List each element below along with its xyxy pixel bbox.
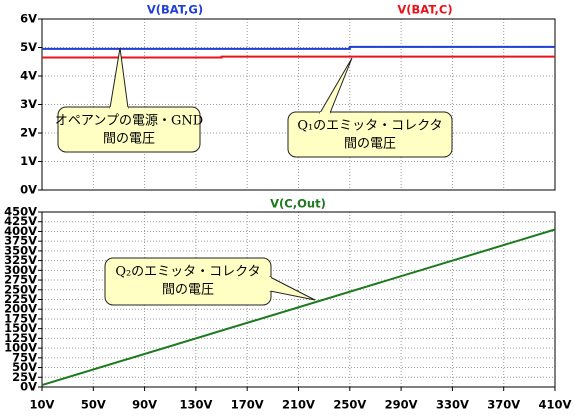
x-tick-label: 410V <box>539 398 572 412</box>
x-tick-label: 330V <box>436 398 469 412</box>
y-tick-label: 225V <box>4 292 37 306</box>
x-tick-label: 290V <box>385 398 418 412</box>
legend-entry: V(BAT,G) <box>147 3 203 17</box>
series-line <box>42 45 555 50</box>
y-tick-label: 375V <box>4 234 37 248</box>
y-tick-label: 400V <box>4 224 37 238</box>
x-tick-label: 130V <box>179 398 212 412</box>
annotation-text: Q₁のエミッタ・コレクタ <box>297 119 442 134</box>
y-tick-label: 450V <box>4 205 37 219</box>
y-tick-label: 100V <box>4 341 37 355</box>
y-tick-label: 4V <box>20 69 37 83</box>
annotation-text: オペアンプの電源・GND <box>55 114 203 129</box>
y-tick-label: 175V <box>4 311 37 325</box>
y-tick-label: 275V <box>4 273 37 287</box>
y-tick-label: 0V <box>20 380 37 394</box>
y-tick-label: 425V <box>4 214 37 228</box>
x-tick-label: 50V <box>81 398 106 412</box>
y-tick-label: 300V <box>4 263 37 277</box>
series-line <box>41 228 556 387</box>
x-tick-label: 90V <box>132 398 157 412</box>
y-tick-label: 200V <box>4 302 37 316</box>
y-tick-label: 6V <box>20 12 37 26</box>
y-tick-label: 2V <box>20 126 37 140</box>
x-tick-label: 250V <box>333 398 366 412</box>
y-tick-label: 75V <box>12 350 37 364</box>
y-tick-label: 3V <box>20 97 37 111</box>
y-tick-label: 125V <box>4 331 37 345</box>
y-tick-label: 250V <box>4 282 37 296</box>
y-tick-label: 0V <box>20 183 37 197</box>
y-tick-label: 50V <box>12 360 37 374</box>
plot-frame <box>41 211 556 388</box>
series-line <box>42 55 555 59</box>
y-tick-label: 5V <box>20 40 37 54</box>
annotation-text: 間の電圧 <box>162 283 214 298</box>
annotation-text: Q₂のエミッタ・コレクタ <box>115 265 260 280</box>
y-tick-label: 325V <box>4 253 37 267</box>
plot-frame <box>41 18 556 191</box>
annotation-text: 間の電圧 <box>103 132 155 147</box>
y-tick-label: 25V <box>12 370 37 384</box>
callout-box <box>287 111 453 158</box>
annotation-text: 間の電圧 <box>344 137 396 152</box>
y-tick-label: 150V <box>4 321 37 335</box>
x-tick-label: 210V <box>282 398 315 412</box>
y-tick-label: 1V <box>20 154 37 168</box>
x-tick-label: 170V <box>231 398 264 412</box>
x-tick-label: 370V <box>487 398 520 412</box>
legend-entry: V(BAT,C) <box>397 3 452 17</box>
x-tick-label: 10V <box>30 398 55 412</box>
callout-pointer <box>269 276 316 301</box>
callout-box <box>57 106 201 153</box>
annotation: オペアンプの電源・GND 間の電圧 <box>55 47 203 153</box>
y-tick-label: 350V <box>4 243 37 257</box>
legend-entry: V(C,Out) <box>270 197 326 211</box>
